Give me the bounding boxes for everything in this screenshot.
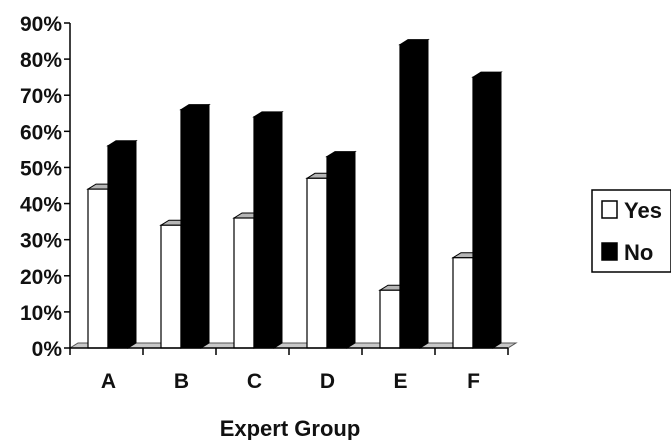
bar-side-face — [492, 71, 502, 349]
bar-no-d — [325, 150, 357, 349]
bar-front-face — [253, 116, 275, 349]
legend-label-yes: Yes — [624, 198, 662, 223]
x-tick-label: E — [393, 370, 407, 393]
x-tick-label: D — [320, 370, 335, 393]
bar-no-c — [252, 110, 284, 349]
y-tick-label: 10% — [20, 302, 62, 325]
bar-front-face — [306, 177, 328, 349]
x-axis-ticks: A B C D E F — [69, 348, 509, 393]
x-tick-label: C — [247, 370, 262, 393]
bar-front-face — [379, 289, 401, 349]
legend-label-no: No — [624, 240, 653, 265]
y-tick-label: 70% — [20, 85, 62, 108]
bar-front-face — [452, 257, 474, 349]
y-tick-label: 90% — [20, 13, 62, 36]
y-tick-label: 40% — [20, 194, 62, 217]
y-tick-label: 60% — [20, 121, 62, 144]
legend-swatch-no — [601, 242, 618, 261]
bar-front-face — [399, 44, 421, 349]
bar-front-face — [233, 217, 255, 349]
bar-no-a — [106, 139, 138, 349]
legend: Yes No — [591, 189, 671, 273]
bar-side-face — [200, 103, 210, 349]
y-tick-label: 50% — [20, 157, 62, 180]
y-tick-label: 80% — [20, 49, 62, 72]
legend-swatch-yes — [601, 200, 618, 219]
bar-side-face — [419, 38, 429, 349]
bar-front-face — [472, 76, 494, 349]
bar-front-face — [87, 188, 109, 349]
bar-no-e — [398, 38, 430, 349]
bar-front-face — [160, 224, 182, 349]
bar-front-face — [326, 156, 348, 349]
bar-side-face — [273, 110, 283, 349]
bar-no-b — [179, 103, 211, 349]
bar-front-face — [180, 109, 202, 349]
bar-side-face — [346, 150, 356, 349]
bars — [86, 38, 503, 349]
bar-no-f — [471, 71, 503, 349]
x-tick-label: B — [174, 370, 189, 393]
y-tick-label: 30% — [20, 230, 62, 253]
y-tick-label: 0% — [32, 338, 63, 361]
x-tick-label: F — [467, 370, 480, 393]
x-axis-title: Expert Group — [220, 416, 361, 440]
y-axis-ticks: 0% 10% 20% 30% 40% 50% 60% 70% 80% 90% — [20, 13, 70, 361]
bar-side-face — [127, 139, 137, 349]
x-tick-label: A — [101, 370, 116, 393]
y-tick-label: 20% — [20, 266, 62, 289]
bar-front-face — [107, 145, 129, 349]
